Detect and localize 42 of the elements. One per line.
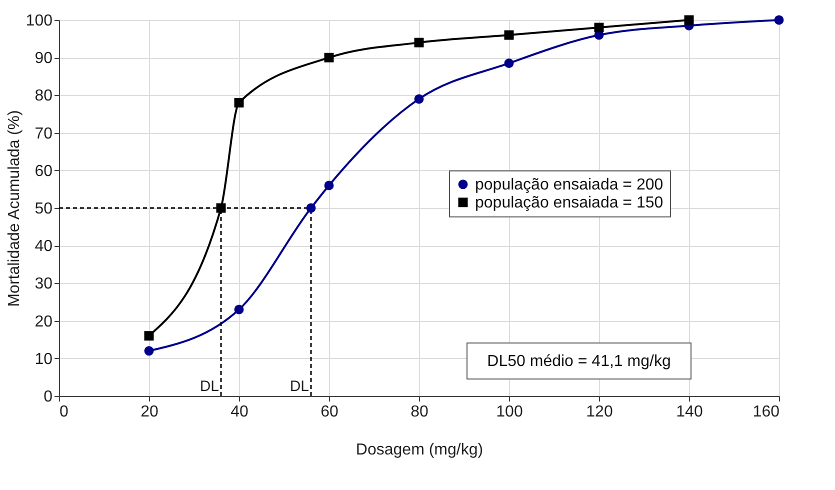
annotation: DL50 médio = 41,1 mg/kg <box>487 353 671 370</box>
y-tick-label: 50 <box>34 200 53 218</box>
point <box>774 15 784 25</box>
y-tick-label: 70 <box>34 125 53 142</box>
x-axis-title: Dosagem (mg/kg) <box>356 442 484 458</box>
y-tick-label: 40 <box>34 238 53 256</box>
y-tick-label: 80 <box>34 88 53 105</box>
point <box>324 180 334 190</box>
legend-label: população ensaiada = 200 <box>475 176 664 194</box>
point <box>216 203 226 213</box>
y-tick-label: 60 <box>34 162 53 180</box>
point <box>594 22 604 32</box>
x-tick-label: 80 <box>410 404 428 420</box>
y-tick-label: 20 <box>34 313 53 330</box>
point <box>414 38 424 48</box>
point <box>324 52 334 62</box>
ref-line-label: DL <box>290 378 309 395</box>
y-tick-label: 0 <box>44 388 53 406</box>
point <box>504 58 514 68</box>
point <box>234 98 244 108</box>
y-tick-label: 100 <box>26 12 53 30</box>
point <box>144 331 154 341</box>
x-tick-label: 60 <box>320 404 338 420</box>
point <box>504 30 514 40</box>
point <box>144 346 154 356</box>
x-tick-label: 140 <box>676 404 703 420</box>
x-tick-label: 20 <box>140 404 158 420</box>
point <box>414 94 424 104</box>
x-tick-label: 100 <box>496 404 523 420</box>
y-tick-label: 10 <box>34 350 53 368</box>
ref-line-label: DL <box>200 378 219 395</box>
y-axis-title: Mortalidade Acumulada (%) <box>6 110 23 307</box>
y-tick-label: 30 <box>34 276 53 293</box>
legend-label: população ensaiada = 150 <box>475 194 664 212</box>
point <box>234 304 244 314</box>
x-tick-label: 40 <box>230 404 248 420</box>
point <box>306 203 316 213</box>
y-tick-label: 90 <box>34 50 53 68</box>
x-tick-label: 0 <box>60 404 68 420</box>
x-tick-label: 160 <box>752 404 780 420</box>
point <box>684 15 694 25</box>
x-tick-label: 120 <box>586 404 613 420</box>
